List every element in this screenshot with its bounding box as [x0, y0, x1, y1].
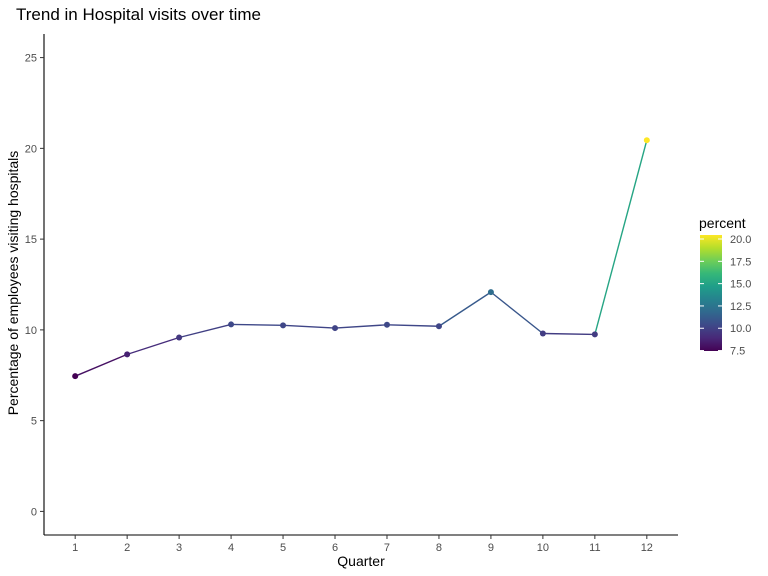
- data-point: [72, 373, 79, 380]
- y-tick-label: 25: [25, 53, 37, 65]
- series-line-segment: [594, 140, 648, 335]
- data-point: [383, 321, 390, 328]
- series-line-segment: [490, 291, 544, 335]
- data-point: [591, 331, 598, 338]
- y-tick-label: 0: [31, 506, 37, 518]
- series-line-segment: [178, 323, 232, 339]
- data-point: [280, 322, 287, 329]
- y-tick-label: 10: [25, 325, 37, 337]
- legend-title: percent: [699, 215, 746, 231]
- colorbar: [700, 235, 722, 351]
- series-line-segment: [283, 324, 336, 329]
- series-line-segment: [231, 323, 284, 327]
- legend-tick-label: 20.0: [730, 234, 751, 246]
- series-line-segment: [334, 324, 388, 329]
- color-legend: percent 7.5 10.0 12.5 15.0 17.5 20.0: [699, 215, 751, 358]
- y-tick-label: 20: [25, 143, 37, 155]
- x-tick-label: 5: [280, 542, 286, 554]
- y-tick-label: 5: [31, 416, 37, 428]
- data-point: [124, 351, 131, 358]
- data-point: [643, 137, 650, 144]
- x-tick-label: 6: [332, 542, 338, 554]
- data-point: [539, 330, 546, 337]
- x-tick-label: 1: [72, 542, 78, 554]
- chart-title: Trend in Hospital visits over time: [16, 5, 261, 24]
- y-axis-title: Percentage of employees visiting hospita…: [5, 151, 21, 416]
- legend-tick-label: 15.0: [730, 279, 751, 291]
- series-line-segment: [386, 324, 439, 327]
- x-tick-label: 4: [228, 542, 234, 554]
- data-point: [228, 321, 235, 328]
- series-line-segment: [438, 291, 492, 327]
- x-tick-label: 7: [384, 542, 390, 554]
- series-line-segment: [542, 332, 595, 336]
- data-point: [435, 323, 442, 330]
- y-tick-label: 15: [25, 234, 37, 246]
- x-tick-label: 12: [641, 542, 653, 554]
- legend-tick-label: 12.5: [730, 301, 751, 313]
- series-line-segment: [126, 336, 180, 356]
- legend-tick-label: 17.5: [730, 256, 751, 268]
- series-line-segment: [74, 353, 128, 377]
- x-tick-label: 3: [176, 542, 182, 554]
- x-tick-label: 11: [589, 542, 600, 554]
- x-axis-title: Quarter: [337, 553, 385, 569]
- data-point: [487, 289, 494, 296]
- data-point: [176, 334, 183, 341]
- x-tick-label: 2: [124, 542, 130, 554]
- data-point: [332, 325, 339, 332]
- x-tick-label: 8: [436, 542, 442, 554]
- x-tick-label: 9: [488, 542, 494, 554]
- x-tick-label: 10: [537, 542, 549, 554]
- legend-tick-label: 7.5: [730, 346, 745, 358]
- legend-tick-label: 10.0: [730, 323, 751, 335]
